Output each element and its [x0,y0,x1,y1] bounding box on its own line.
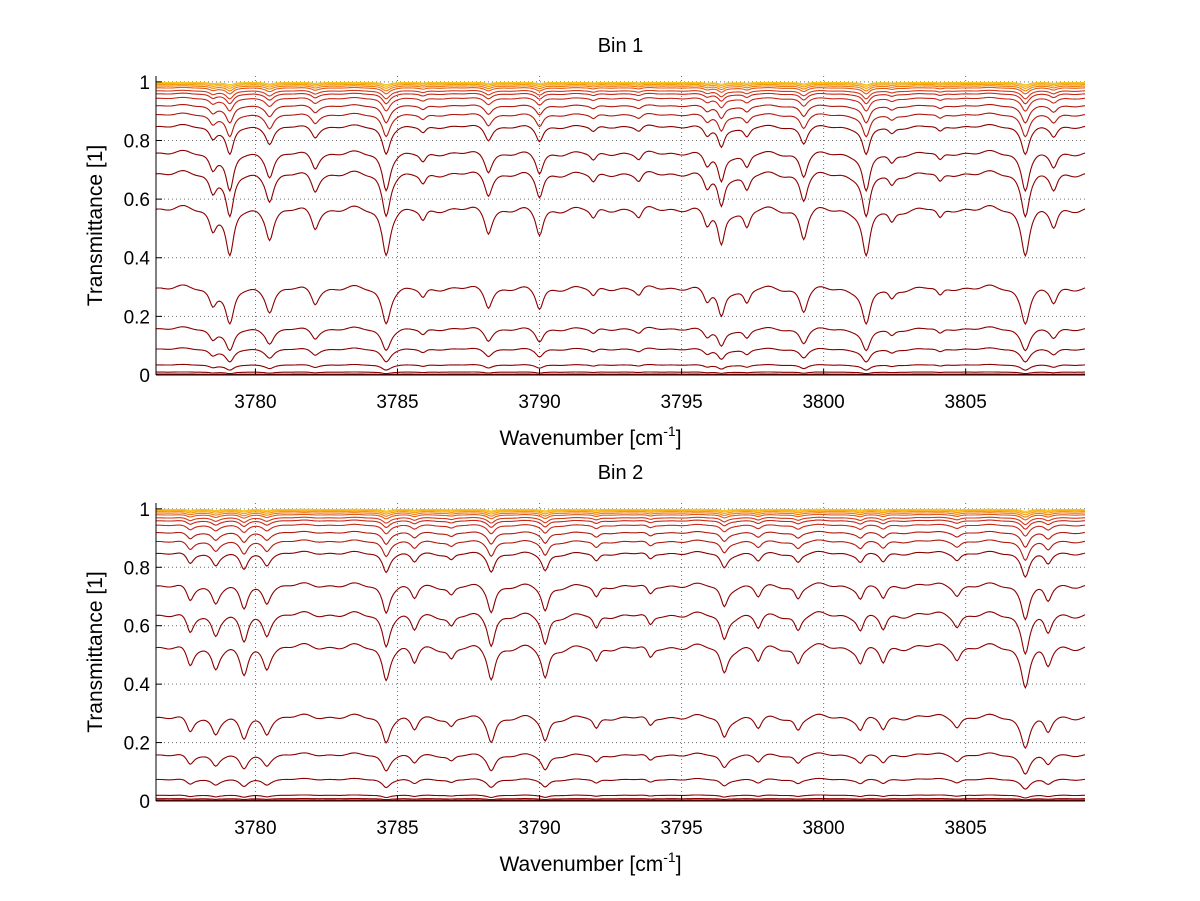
spectrum-series-line [155,713,1086,749]
y-tick-label: 0 [139,366,150,387]
y-tick-label: 0.4 [124,249,151,270]
y-axis-label: Transmittance [1] [84,571,107,732]
spectrum-series-line [156,509,1086,514]
spectrum-series-line [155,539,1086,562]
x-axis-label-superscript: -1 [663,423,676,439]
spectrum-series-line [156,508,1085,512]
y-tick-label: 0 [139,792,150,813]
spectrum-series-line [155,347,1086,363]
spectrum-series-line [155,112,1086,138]
y-tick-label: 1 [139,500,150,521]
y-tick-label: 1 [139,73,150,94]
spectrum-series-line [156,510,1086,516]
x-tick-label: 3795 [660,392,702,413]
spectrum-series-line [156,82,1085,87]
x-axis-label-text: Wavenumber [cm [499,427,663,450]
y-tick-label: 0.2 [124,734,150,755]
spectrum-series-line [156,798,1085,801]
y-tick-label: 0.2 [124,307,150,328]
spectrum-series-line [155,752,1086,775]
spectrum-series-line [155,582,1086,621]
x-axis-label-text: Wavenumber [cm [499,853,663,876]
x-axis-label-end: ] [676,427,682,450]
x-tick-label: 3805 [945,392,987,413]
x-tick-label: 3790 [518,392,560,413]
spectrum-series-line [155,530,1086,549]
x-tick-label: 3795 [660,818,702,839]
spectrum-series-line [156,86,1086,95]
spectrum-series-line [156,519,1086,530]
spectrum-series-line [156,92,1086,105]
plot-area [156,503,1085,801]
plot-area [156,76,1085,375]
spectrum-series-line [155,550,1086,579]
x-tick-label: 3790 [518,818,560,839]
y-tick-label: 0.4 [124,675,151,696]
spectrum-series-line [155,523,1086,537]
y-tick-label: 0.6 [124,190,150,211]
spectrum-series-line [155,204,1086,258]
x-tick-label: 3780 [234,392,276,413]
x-tick-label: 3800 [802,818,844,839]
y-axis-label: Transmittance [1] [84,145,107,306]
spectrum-series-line [155,513,1086,521]
bin-2-panel: 3780 3785 3790 3795 3800 3805 0 0.2 0.4 0.6 0.8 1 Bi… [84,462,1086,876]
spectrum-series-line [156,373,1085,376]
spectrum-series-line [156,371,1085,375]
spectrum-series-line [155,103,1086,124]
spectrum-series-line [156,96,1086,112]
spectrum-series-line [156,777,1086,790]
x-tick-label: 3785 [376,392,418,413]
spectrum-series-line [156,794,1086,799]
spectrum-series-line [155,89,1086,100]
x-axis-label: Wavenumber [cm-1] [499,423,681,450]
spectrum-series-line [155,611,1086,656]
spectrum-series-line [156,363,1086,371]
x-axis-label-superscript: -1 [663,849,676,865]
spectrum-series-line [155,326,1086,352]
spectrum-series-line [156,83,1085,89]
spectrum-series-line [155,643,1086,689]
spectrum-series-line [155,170,1086,219]
x-tick-label: 3785 [376,818,418,839]
chart-title: Bin 1 [598,35,644,57]
chart-title: Bin 2 [598,462,644,484]
y-tick-label: 0.8 [124,558,150,579]
spectrum-series-line [155,284,1086,326]
x-tick-label: 3780 [234,818,276,839]
spectrum-series-line [156,512,1086,518]
bin-1-panel: 3780 3785 3790 3795 3800 3805 0 0.2 0.4 0.6 0.8 1 Bi… [84,35,1086,450]
y-tick-label: 0.8 [124,131,150,152]
spectrum-series-line [155,149,1086,193]
y-tick-label: 0.6 [124,617,150,638]
x-tick-label: 3805 [945,818,987,839]
x-tick-label: 3800 [802,392,844,413]
x-axis-label-end: ] [676,853,682,876]
spectrum-series-line [155,123,1086,156]
spectrum-series-line [156,516,1086,526]
x-axis-label: Wavenumber [cm-1] [499,849,681,876]
spectrum-series-line [156,81,1085,86]
spectrum-series-line [156,85,1085,92]
